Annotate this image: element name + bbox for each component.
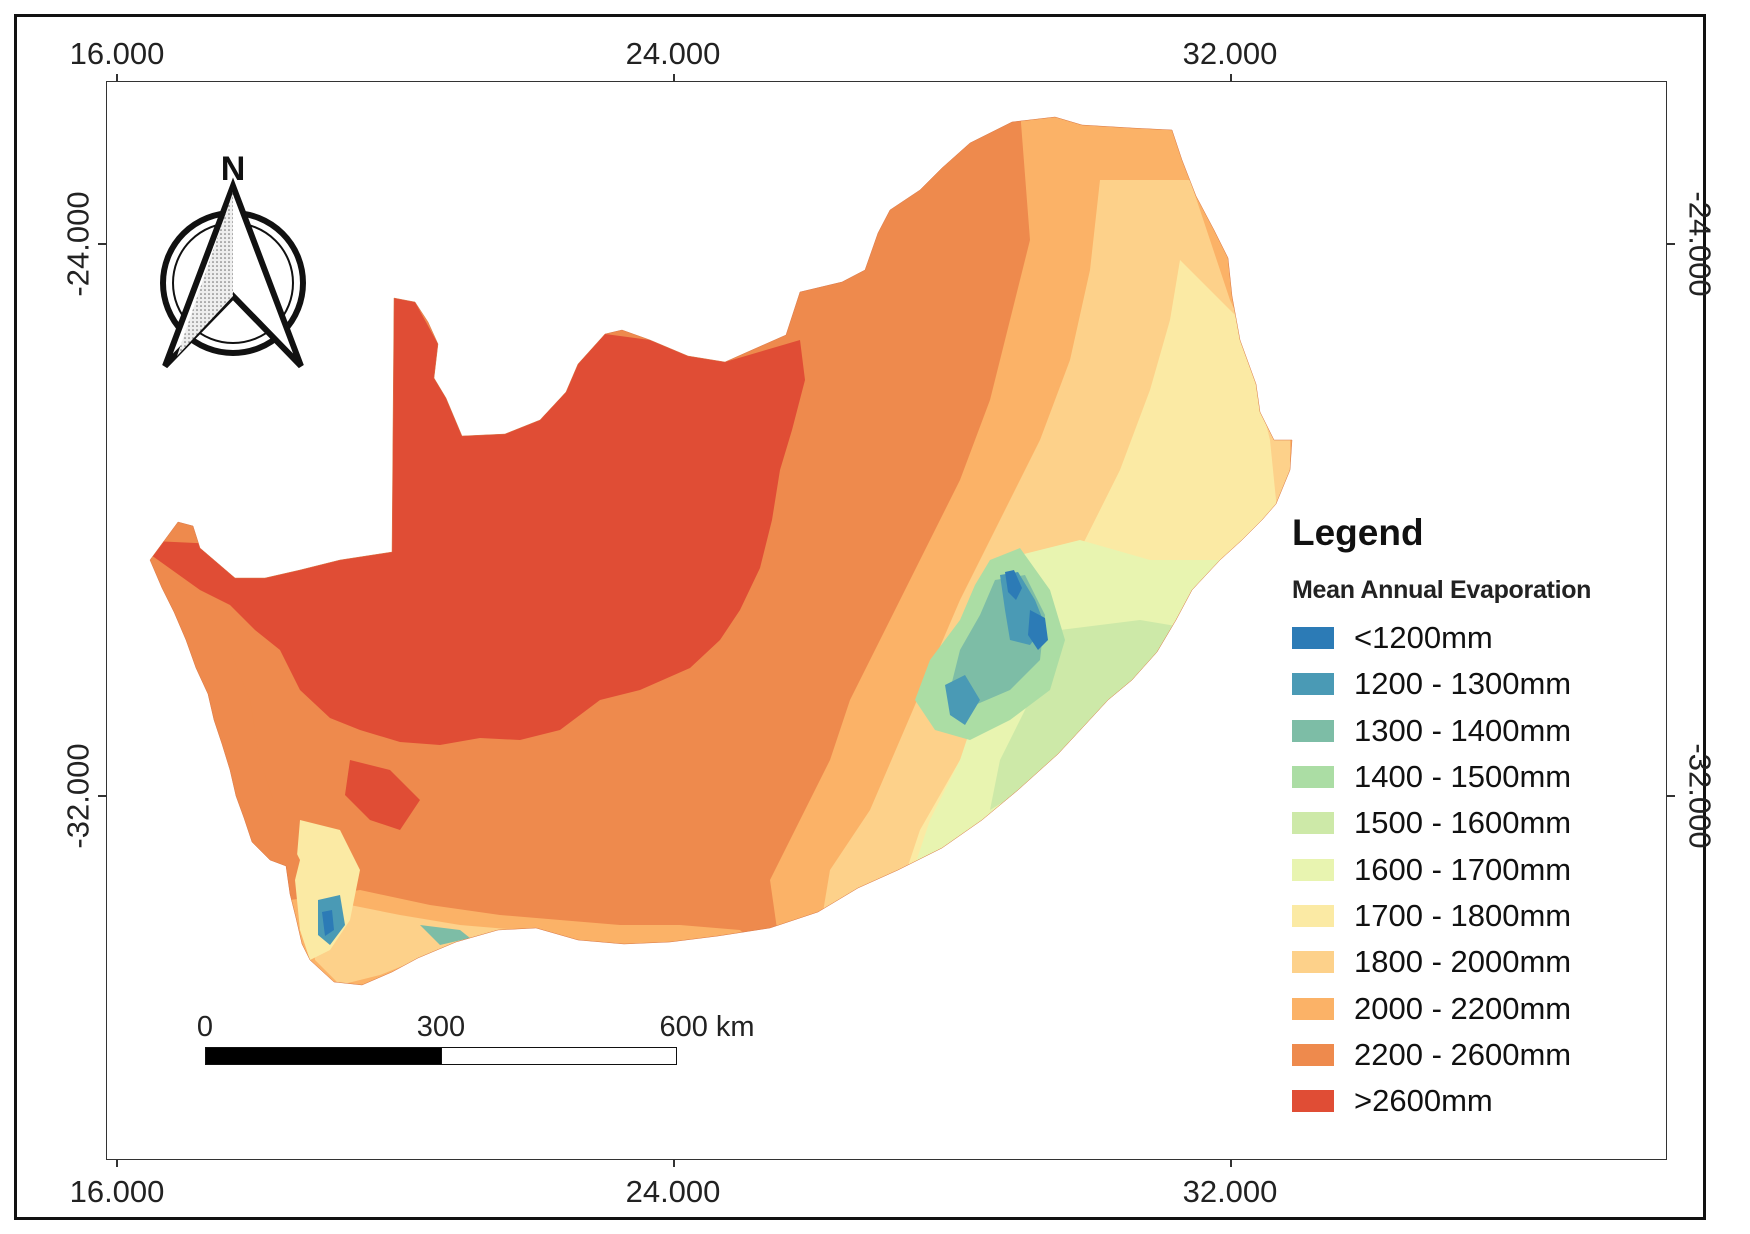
zone-1200-1300 bbox=[945, 675, 980, 725]
top-tick-label-32: 32.000 bbox=[1182, 36, 1278, 71]
bottom-tick-label-24: 24.000 bbox=[625, 1174, 721, 1209]
legend-title: Legend bbox=[1292, 512, 1424, 553]
legend-swatch bbox=[1292, 627, 1334, 650]
north-label: N bbox=[221, 150, 246, 188]
legend-item: 2200 - 2600mm bbox=[1292, 1032, 1591, 1078]
legend-item: 1200 - 1300mm bbox=[1292, 661, 1591, 707]
zone-1300-1400-coast bbox=[420, 925, 470, 945]
legend-swatch bbox=[1292, 951, 1334, 974]
tick-mark bbox=[1230, 1159, 1232, 1167]
legend-item: 1500 - 1600mm bbox=[1292, 800, 1591, 846]
legend-swatch bbox=[1292, 904, 1334, 927]
tick-mark bbox=[98, 795, 106, 797]
legend-label: 1800 - 2000mm bbox=[1354, 944, 1572, 980]
legend-item: 1300 - 1400mm bbox=[1292, 708, 1591, 754]
legend-label: 1600 - 1700mm bbox=[1354, 851, 1572, 887]
legend-label: 1500 - 1600mm bbox=[1354, 805, 1572, 841]
legend-label: 2200 - 2600mm bbox=[1354, 1036, 1572, 1072]
tick-mark bbox=[98, 243, 106, 245]
legend-item: <1200mm bbox=[1292, 615, 1591, 661]
zone-under-1200-cape bbox=[322, 910, 334, 936]
tick-mark bbox=[1667, 243, 1675, 245]
scale-segment-white bbox=[441, 1047, 677, 1065]
legend-swatch bbox=[1292, 1090, 1334, 1113]
legend-subtitle: Mean Annual Evaporation bbox=[1292, 576, 1592, 604]
tick-mark bbox=[116, 74, 118, 82]
tick-mark bbox=[1230, 74, 1232, 82]
legend-item: 1400 - 1500mm bbox=[1292, 754, 1591, 800]
legend-items: <1200mm 1200 - 1300mm 1300 - 1400mm 1400 - … bbox=[1292, 615, 1591, 1124]
legend-item: 1700 - 1800mm bbox=[1292, 893, 1591, 939]
legend: Legend Mean Annual Evaporation <1200mm 12… bbox=[1292, 512, 1591, 1124]
legend-item: 1800 - 2000mm bbox=[1292, 939, 1591, 985]
zone-over-2600 bbox=[150, 298, 805, 745]
scale-label-0: 0 bbox=[196, 1011, 214, 1043]
legend-swatch bbox=[1292, 812, 1334, 835]
bottom-tick-label-32: 32.000 bbox=[1182, 1174, 1278, 1209]
legend-label: 1400 - 1500mm bbox=[1354, 759, 1572, 795]
zone-1800-2000-coast bbox=[310, 900, 520, 985]
north-arrow-icon: N bbox=[160, 150, 306, 369]
legend-label: 1200 - 1300mm bbox=[1354, 666, 1572, 702]
legend-item: >2600mm bbox=[1292, 1078, 1591, 1124]
zone-over-2600-patch bbox=[345, 760, 420, 830]
bottom-tick-label-16: 16.000 bbox=[69, 1174, 165, 1209]
legend-swatch bbox=[1292, 997, 1334, 1020]
legend-swatch bbox=[1292, 719, 1334, 742]
zone-under-1200 bbox=[1005, 570, 1022, 600]
zone-2200-2600-west bbox=[160, 580, 300, 900]
top-tick-label-24: 24.000 bbox=[625, 36, 721, 71]
tick-mark bbox=[116, 1159, 118, 1167]
top-tick-label-16: 16.000 bbox=[69, 36, 165, 71]
legend-label: 1300 - 1400mm bbox=[1354, 712, 1572, 748]
scale-label-600: 600 km bbox=[659, 1011, 755, 1043]
tick-mark bbox=[1667, 795, 1675, 797]
legend-label: >2600mm bbox=[1354, 1083, 1493, 1119]
legend-label: 2000 - 2200mm bbox=[1354, 990, 1572, 1026]
legend-label: 1700 - 1800mm bbox=[1354, 897, 1572, 933]
tick-mark bbox=[673, 1159, 675, 1167]
outer-frame bbox=[14, 14, 1706, 1220]
legend-item: 1600 - 1700mm bbox=[1292, 846, 1591, 892]
legend-label: <1200mm bbox=[1354, 620, 1493, 656]
legend-swatch bbox=[1292, 1043, 1334, 1066]
legend-swatch bbox=[1292, 766, 1334, 789]
zone-under-1200 bbox=[1028, 610, 1048, 650]
scale-label-300: 300 bbox=[416, 1011, 466, 1043]
tick-mark bbox=[673, 74, 675, 82]
scale-segment-black bbox=[205, 1047, 443, 1065]
legend-swatch bbox=[1292, 673, 1334, 696]
legend-swatch bbox=[1292, 858, 1334, 881]
legend-item: 2000 - 2200mm bbox=[1292, 985, 1591, 1031]
